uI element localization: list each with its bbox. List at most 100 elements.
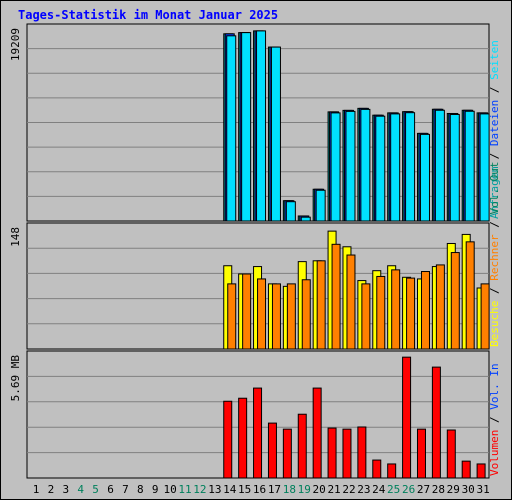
bar-seiten-day-18 [285,201,296,222]
x-tick-label: 27 [417,483,430,496]
legend-entry: Vol. Out [488,162,501,215]
legend-separator: / [488,146,501,166]
x-tick-label: 25 [387,483,400,496]
bar-volumen-day-17 [267,422,277,479]
bar-volumen-day-22 [342,428,352,479]
x-tick-label: 3 [62,483,69,496]
bar-volumen-day-18 [282,428,292,479]
bar-rechner-day-18 [286,283,296,350]
legend-separator: / [488,281,501,301]
x-tick-label: 6 [107,483,114,496]
x-tick-label: 17 [268,483,281,496]
x-tick-label: 16 [253,483,266,496]
x-tick-label: 13 [208,483,221,496]
y-max-label: 19209 [9,28,22,61]
x-tick-label: 28 [432,483,445,496]
x-tick-label: 20 [313,483,326,496]
bar-seiten-day-16 [256,30,267,222]
bar-volumen-day-31 [476,463,486,479]
x-tick-label: 12 [193,483,206,496]
bar-volumen-day-21 [327,427,337,479]
bar-seiten-day-28 [434,109,445,222]
legend-bottom: Volumen / Vol. In [488,363,501,476]
bar-seiten-day-29 [449,113,460,222]
bar-volumen-day-20 [312,387,322,479]
bar-rechner-day-21 [331,243,341,350]
bar-seiten-day-17 [270,46,281,222]
bar-seiten-day-30 [464,110,475,222]
bar-rechner-day-20 [316,260,326,350]
bar-rechner-day-27 [420,271,430,350]
x-tick-label: 30 [462,483,475,496]
bar-seiten-day-26 [405,112,416,222]
legend-top: Anfragen / Dateien / Seiten [488,40,501,219]
x-tick-label: 10 [164,483,177,496]
x-tick-label: 5 [92,483,99,496]
legend-separator: / [488,410,501,430]
bar-rechner-day-25 [391,269,401,350]
legend-entry: Vol. In [488,363,501,409]
bar-volumen-day-25 [387,463,397,479]
bar-seiten-day-19 [300,216,311,222]
x-tick-label: 19 [298,483,311,496]
x-tick-label: 2 [48,483,55,496]
bar-rechner-day-17 [271,283,281,350]
legend-separator: / [488,80,501,100]
x-tick-label: 23 [357,483,370,496]
legend-separator: / [488,215,501,235]
bar-rechner-day-22 [346,254,356,350]
panel-middle: 148 Besuche / Rechner / Vol. Out [9,162,501,350]
x-tick-label: 8 [137,483,144,496]
legend-entry: Volumen [488,430,501,476]
x-tick-label: 22 [342,483,355,496]
chart-title: Tages-Statistik im Monat Januar 2025 [18,8,279,22]
bar-volumen-day-30 [461,460,471,479]
bar-rechner-day-14 [227,283,237,350]
x-tick-label: 9 [152,483,159,496]
bar-volumen-day-24 [372,459,382,479]
bar-seiten-day-25 [390,113,401,222]
x-tick-label: 15 [238,483,251,496]
y-max-label: 5.69 MB [9,355,22,402]
bar-rechner-day-26 [406,277,416,350]
panel-bottom: 5.69 MB Volumen / Vol. In [9,350,501,479]
legend-entry: Besuche [488,301,501,347]
bar-volumen-day-14 [223,400,233,479]
x-tick-label: 11 [178,483,191,496]
bar-rechner-day-24 [376,275,386,350]
x-tick-label: 4 [77,483,84,496]
legend-entry: Rechner [488,234,501,281]
x-tick-label: 18 [283,483,296,496]
bar-rechner-day-16 [257,278,267,350]
legend-entry: Seiten [488,40,501,80]
bar-volumen-day-15 [238,397,248,479]
panel-top: 19209 Anfragen / Dateien / Seiten [9,23,501,222]
bar-rechner-day-28 [435,264,445,350]
bar-seiten-day-14 [226,35,237,222]
legend-middle: Besuche / Rechner / Vol. Out [488,162,501,347]
bar-seiten-day-27 [419,133,430,222]
legend-entry: Dateien [488,100,501,146]
x-tick-label: 1 [33,483,40,496]
bar-rechner-day-19 [301,279,311,350]
bar-seiten-day-24 [375,115,386,222]
x-tick-label: 26 [402,483,415,496]
legend-entry: Anfragen [488,166,501,219]
bar-rechner-day-29 [450,252,460,350]
bar-volumen-day-28 [431,366,441,479]
bar-rechner-day-30 [465,241,475,350]
x-tick-label: 21 [327,483,340,496]
y-max-label: 148 [9,227,22,247]
bar-rechner-day-15 [242,273,252,350]
bar-seiten-day-22 [345,110,356,222]
x-tick-label: 14 [223,483,237,496]
bar-volumen-day-16 [253,387,263,479]
bar-rechner-day-31 [480,283,490,350]
bar-seiten-day-23 [360,108,371,222]
bar-volumen-day-19 [297,413,307,479]
bar-rechner-day-23 [361,283,371,350]
bar-volumen-day-27 [416,428,426,479]
bar-volumen-day-26 [402,356,412,479]
bar-volumen-day-29 [446,429,456,479]
